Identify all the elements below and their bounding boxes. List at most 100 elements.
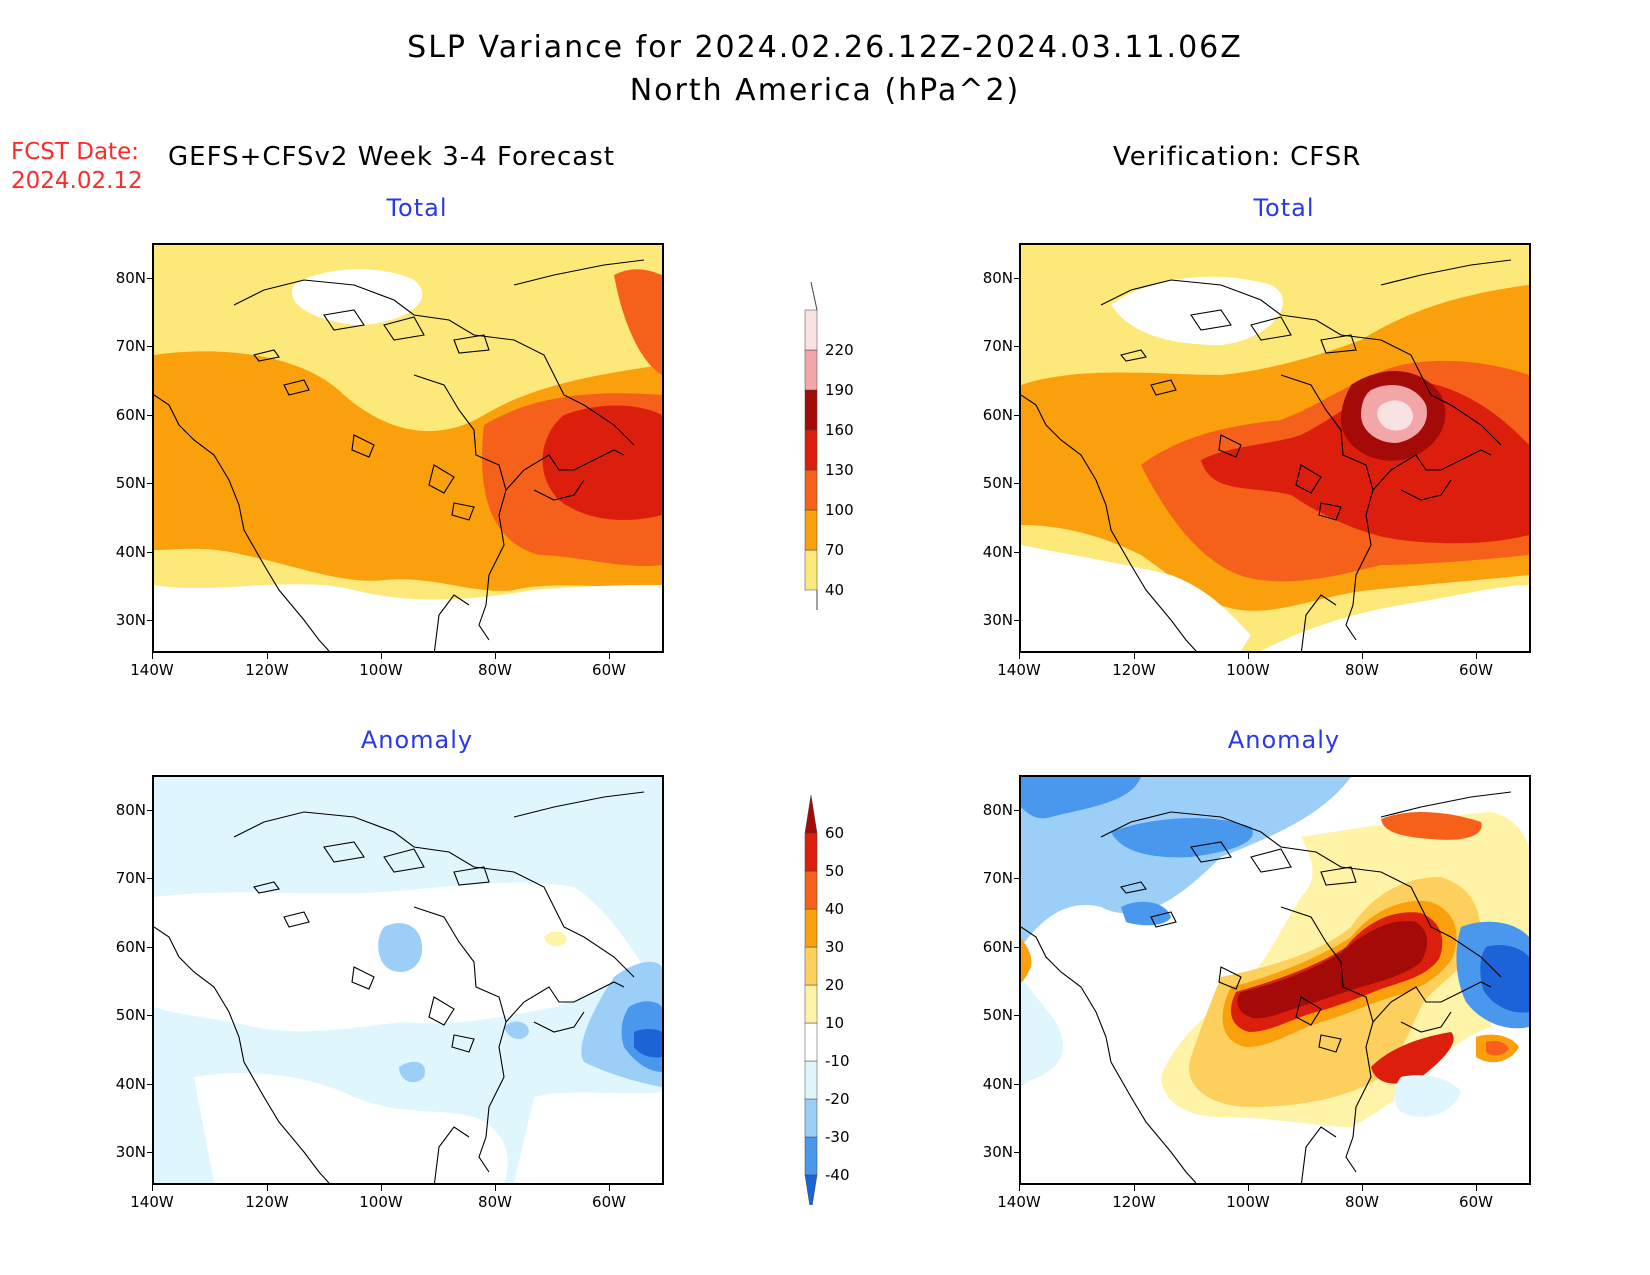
- lon-tick-fa: 100W: [359, 1193, 403, 1211]
- total-colorbar-label: 100: [825, 501, 854, 519]
- anomaly-colorbar-label: 10: [825, 1014, 845, 1032]
- lon-tick-mark: [381, 653, 382, 659]
- verification-total-title: Total: [1253, 194, 1315, 222]
- anomaly-colorbar-label: 50: [825, 862, 845, 880]
- lon-tick-fa: 60W: [592, 1193, 626, 1211]
- total-colorbar-box: [804, 469, 818, 511]
- lat-tick-va: 30N: [982, 1143, 1013, 1161]
- anomaly-colorbar-box: [804, 870, 818, 910]
- lat-tick-mark: [1014, 483, 1020, 484]
- lon-tick-mark: [267, 1185, 268, 1191]
- lon-tick-mark: [1476, 653, 1477, 659]
- lat-tick-mark: [1014, 1084, 1020, 1085]
- lon-tick-ft: 100W: [359, 661, 403, 679]
- lat-tick-mark: [147, 810, 153, 811]
- lon-tick-mark: [1248, 653, 1249, 659]
- lat-tick-mark: [147, 278, 153, 279]
- lon-tick-mark: [495, 653, 496, 659]
- lat-tick-mark: [1014, 552, 1020, 553]
- lon-tick-mark: [1134, 653, 1135, 659]
- lat-tick-vt: 50N: [982, 474, 1013, 492]
- lat-tick-mark: [147, 415, 153, 416]
- lat-tick-mark: [147, 346, 153, 347]
- lat-tick-ft: 30N: [115, 611, 146, 629]
- anomaly-colorbar-box: [804, 1022, 818, 1062]
- total-colorbar-label: 40: [825, 581, 845, 599]
- lat-tick-mark: [1014, 947, 1020, 948]
- lon-tick-ft: 120W: [245, 661, 289, 679]
- verification-total-map: [1019, 243, 1531, 653]
- lon-tick-fa: 120W: [245, 1193, 289, 1211]
- total-colorbar-label: 160: [825, 421, 854, 439]
- lat-tick-mark: [1014, 346, 1020, 347]
- lat-tick-fa: 70N: [115, 869, 146, 887]
- lon-tick-vt: 120W: [1112, 661, 1156, 679]
- lat-tick-mark: [147, 1084, 153, 1085]
- lon-tick-mark: [1248, 1185, 1249, 1191]
- lon-tick-va: 80W: [1345, 1193, 1379, 1211]
- lon-tick-mark: [1362, 653, 1363, 659]
- total-colorbar-label: 220: [825, 341, 854, 359]
- total-colorbar: [790, 280, 850, 620]
- lat-tick-vt: 80N: [982, 269, 1013, 287]
- lon-tick-va: 60W: [1459, 1193, 1493, 1211]
- total-colorbar-label: 190: [825, 381, 854, 399]
- lon-tick-ft: 80W: [478, 661, 512, 679]
- lon-tick-mark: [1362, 1185, 1363, 1191]
- total-colorbar-box: [804, 509, 818, 551]
- lat-tick-mark: [1014, 878, 1020, 879]
- lat-tick-mark: [1014, 278, 1020, 279]
- anomaly-colorbar-label: 30: [825, 938, 845, 956]
- lon-tick-va: 100W: [1226, 1193, 1270, 1211]
- lon-tick-mark: [1476, 1185, 1477, 1191]
- lon-tick-mark: [609, 1185, 610, 1191]
- main-subtitle: North America (hPa^2): [629, 73, 1021, 108]
- lon-tick-fa: 80W: [478, 1193, 512, 1211]
- anomaly-colorbar-box: [804, 1060, 818, 1100]
- lat-tick-fa: 40N: [115, 1075, 146, 1093]
- main-title: SLP Variance for 2024.02.26.12Z-2024.03.…: [407, 30, 1243, 65]
- lon-tick-mark: [267, 653, 268, 659]
- lat-tick-mark: [147, 878, 153, 879]
- anomaly-colorbar-label: 40: [825, 900, 845, 918]
- forecast-header: GEFS+CFSv2 Week 3-4 Forecast: [168, 142, 615, 172]
- lat-tick-mark: [147, 1152, 153, 1153]
- anomaly-colorbar-label: 20: [825, 976, 845, 994]
- total-colorbar-label: 70: [825, 541, 845, 559]
- lon-tick-mark: [1019, 1185, 1020, 1191]
- lat-tick-va: 70N: [982, 869, 1013, 887]
- lat-tick-vt: 40N: [982, 543, 1013, 561]
- lon-tick-fa: 140W: [130, 1193, 174, 1211]
- lat-tick-mark: [1014, 415, 1020, 416]
- lat-tick-fa: 80N: [115, 801, 146, 819]
- lon-tick-mark: [1134, 1185, 1135, 1191]
- anomaly-colorbar-box: [804, 946, 818, 986]
- forecast-total-map: [152, 243, 664, 653]
- lon-tick-va: 120W: [1112, 1193, 1156, 1211]
- lon-tick-vt: 140W: [997, 661, 1041, 679]
- lat-tick-mark: [1014, 810, 1020, 811]
- anomaly-colorbar-label: -20: [825, 1090, 850, 1108]
- anomaly-colorbar-box: [804, 1174, 818, 1214]
- anomaly-colorbar-box: [804, 908, 818, 948]
- anomaly-colorbar-box: [804, 794, 818, 834]
- lon-tick-mark: [152, 1185, 153, 1191]
- total-colorbar-box: [804, 429, 818, 471]
- total-colorbar-box: [804, 349, 818, 391]
- total-colorbar-box: [804, 389, 818, 431]
- lat-tick-mark: [1014, 1152, 1020, 1153]
- forecast-total-title: Total: [386, 194, 448, 222]
- total-colorbar-box: [804, 549, 818, 591]
- verification-anomaly-map: [1019, 775, 1531, 1185]
- lon-tick-mark: [609, 653, 610, 659]
- lon-tick-vt: 60W: [1459, 661, 1493, 679]
- verification-header: Verification: CFSR: [1113, 142, 1362, 172]
- lat-tick-mark: [147, 620, 153, 621]
- lon-tick-va: 140W: [997, 1193, 1041, 1211]
- fcst-date-value: 2024.02.12: [11, 168, 143, 194]
- lon-tick-mark: [381, 1185, 382, 1191]
- lon-tick-ft: 60W: [592, 661, 626, 679]
- anomaly-colorbar-label: -40: [825, 1166, 850, 1184]
- forecast-anomaly-title: Anomaly: [360, 726, 474, 754]
- anomaly-colorbar-box: [804, 984, 818, 1024]
